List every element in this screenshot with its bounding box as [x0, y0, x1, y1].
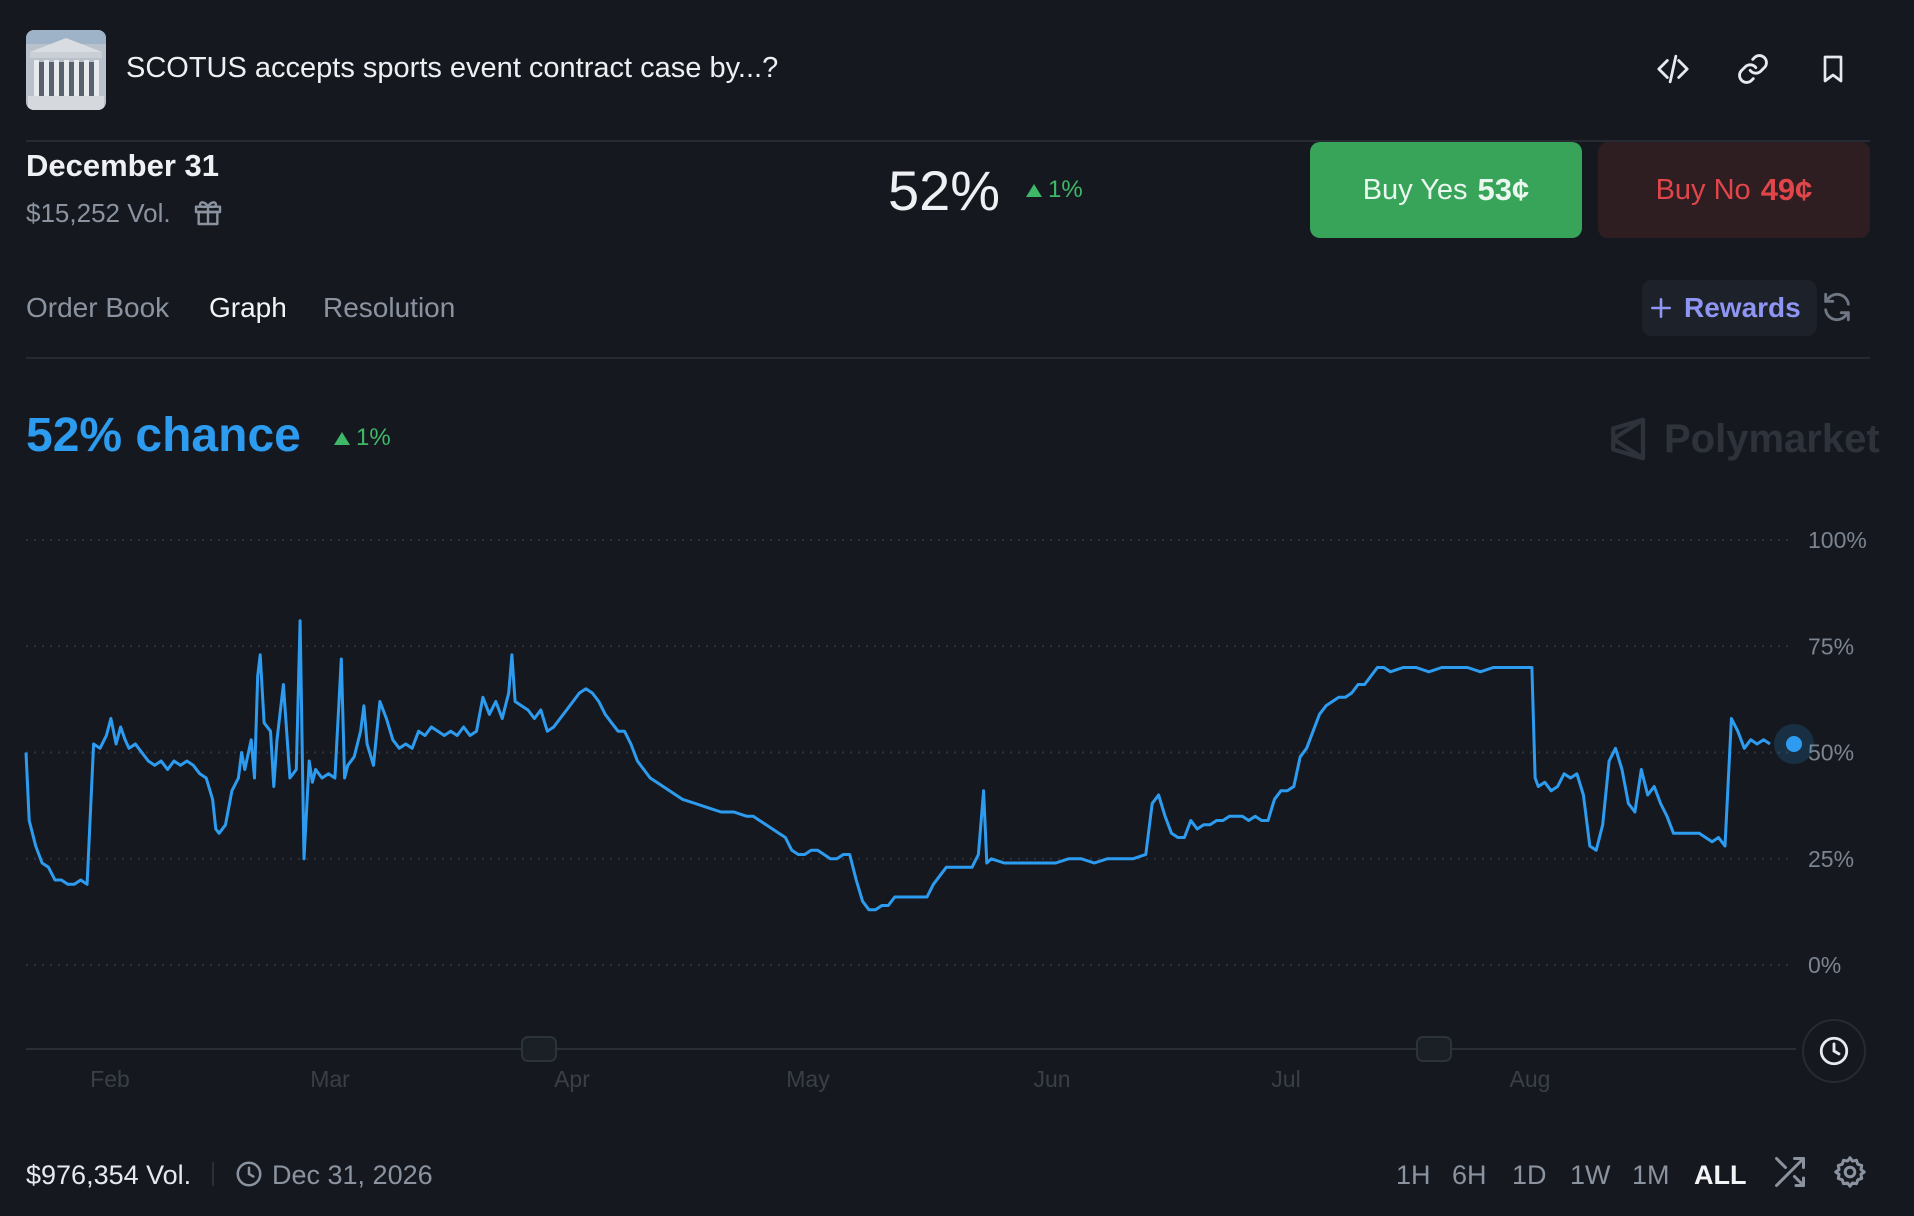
y-tick-label: 75%: [1808, 633, 1854, 659]
x-axis-labels: Feb Mar Apr May Jun Jul Aug: [90, 1066, 1550, 1092]
chance-change: 1%: [334, 424, 391, 452]
market-thumbnail: [26, 30, 106, 110]
x-tick-label: Jul: [1271, 1066, 1300, 1092]
rewards-button[interactable]: Rewards: [1642, 280, 1817, 336]
buy-yes-label: Buy Yes: [1362, 173, 1468, 206]
bookmark-icon[interactable]: [1812, 48, 1854, 90]
end-date: Dec 31, 2026: [272, 1160, 433, 1190]
refresh-icon[interactable]: [1820, 290, 1860, 330]
tab-resolution[interactable]: Resolution: [323, 292, 456, 323]
code-icon[interactable]: [1652, 48, 1694, 90]
tabs-divider: [26, 357, 1870, 359]
chance-headline: 52% chance: [26, 409, 301, 462]
up-triangle-icon: [1026, 183, 1042, 197]
chance-change-value: 1%: [356, 424, 391, 451]
plus-icon: [1651, 298, 1671, 318]
shuffle-icon[interactable]: [1772, 1154, 1812, 1194]
series-line: [24, 619, 1771, 912]
range-1h[interactable]: 1H: [1396, 1160, 1431, 1190]
x-tick-label: Aug: [1510, 1066, 1551, 1092]
scrubber-handle-right: [1416, 1036, 1452, 1062]
buy-yes-button[interactable]: Buy Yes 53¢: [1310, 142, 1582, 238]
range-1m[interactable]: 1M: [1632, 1160, 1670, 1190]
settings-gear-icon[interactable]: [1832, 1154, 1872, 1194]
header-divider: [26, 140, 1870, 142]
range-1w[interactable]: 1W: [1570, 1160, 1611, 1190]
x-tick-label: Apr: [554, 1066, 590, 1092]
outcome-volume: $15,252 Vol.: [26, 198, 171, 228]
y-axis-labels: 100% 75% 50% 25% 0%: [1808, 527, 1867, 978]
y-tick-label: 50%: [1808, 740, 1854, 766]
x-tick-label: Jun: [1033, 1066, 1070, 1092]
x-tick-label: May: [786, 1066, 830, 1092]
range-1d[interactable]: 1D: [1512, 1160, 1547, 1190]
gift-icon[interactable]: [192, 196, 224, 228]
market-change: 1%: [1026, 176, 1083, 204]
link-icon[interactable]: [1732, 48, 1774, 90]
range-scrubber[interactable]: [26, 1036, 1796, 1062]
history-clock-button[interactable]: [1802, 1019, 1866, 1083]
market-percent: 52%: [888, 159, 1001, 222]
rewards-label: Rewards: [1684, 292, 1801, 323]
x-tick-label: Mar: [310, 1066, 350, 1092]
range-all[interactable]: ALL: [1694, 1160, 1747, 1190]
price-chart[interactable]: 100% 75% 50% 25% 0% Feb Mar Apr May Jun Jul Aug: [0, 500, 1914, 1100]
chart-grid: [26, 539, 1788, 966]
tab-graph[interactable]: Graph: [209, 292, 287, 323]
series-end-dot: [1786, 736, 1802, 752]
brand-name: Polymarket: [1664, 416, 1880, 461]
market-title: SCOTUS accepts sports event contract cas…: [126, 52, 779, 84]
total-volume: $976,354 Vol.: [26, 1160, 192, 1190]
x-tick-label: Feb: [90, 1066, 130, 1092]
y-tick-label: 25%: [1808, 846, 1854, 872]
tab-order-book[interactable]: Order Book: [26, 292, 170, 323]
buy-no-button[interactable]: Buy No 49¢: [1598, 142, 1870, 238]
polymarket-watermark: Polymarket: [1608, 416, 1880, 462]
market-change-value: 1%: [1048, 176, 1083, 203]
y-tick-label: 0%: [1808, 952, 1841, 978]
scrubber-handle-left: [521, 1036, 557, 1062]
up-triangle-icon: [334, 431, 350, 445]
y-tick-label: 100%: [1808, 527, 1867, 553]
polymarket-logo-icon: [1611, 417, 1646, 461]
footer-separator: [212, 1162, 214, 1186]
clock-icon: [1819, 1036, 1849, 1066]
outcome-date: December 31: [26, 148, 220, 183]
buy-no-price: 49¢: [1760, 172, 1813, 207]
buy-no-label: Buy No: [1655, 173, 1751, 206]
clock-icon: [234, 1159, 264, 1189]
range-6h[interactable]: 6H: [1452, 1160, 1487, 1190]
buy-yes-price: 53¢: [1477, 172, 1530, 207]
